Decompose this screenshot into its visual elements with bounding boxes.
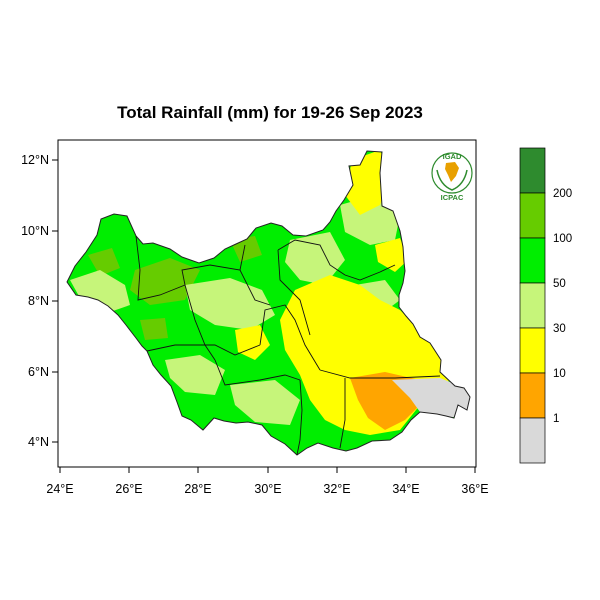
- lat-tick-label: 4°N: [28, 435, 49, 449]
- state-boundary: [339, 378, 346, 449]
- logo-bottom-text: ICPAC: [441, 193, 464, 202]
- map-title: Total Rainfall (mm) for 19-26 Sep 2023: [117, 103, 423, 122]
- legend-label: 100: [553, 233, 572, 245]
- lon-tick-label: 24°E: [46, 482, 73, 496]
- africa-map-icon: [445, 162, 459, 182]
- legend-label: 10: [553, 368, 566, 380]
- logo-top-text: IGAD: [443, 152, 462, 161]
- state-boundary: [135, 235, 186, 301]
- legend-label: 1: [553, 413, 559, 425]
- legend-label: 200: [553, 188, 572, 200]
- legend-label: 50: [553, 278, 566, 290]
- lon-tick-label: 36°E: [461, 482, 488, 496]
- legend-colorbar: 200 100 50 30 10 1: [519, 147, 572, 464]
- state-boundaries: [135, 235, 441, 456]
- legend-swatch: [519, 282, 546, 329]
- legend-swatch: [519, 237, 546, 284]
- lon-tick-label: 28°E: [184, 482, 211, 496]
- rain-patch-30-50: [70, 270, 130, 312]
- state-boundary: [214, 359, 301, 386]
- wreath-icon: [436, 169, 468, 191]
- lon-tick-label: 26°E: [115, 482, 142, 496]
- legend-swatch: [519, 417, 546, 464]
- legend-swatch: [519, 192, 546, 239]
- state-boundary: [239, 244, 246, 271]
- lon-tick-label: 32°E: [323, 482, 350, 496]
- lon-tick-label: 30°E: [254, 482, 281, 496]
- lat-tick-label: 8°N: [28, 294, 49, 308]
- state-boundary: [259, 304, 321, 371]
- state-boundary: [181, 264, 271, 306]
- rain-patch-30-50: [230, 380, 300, 425]
- rain-patch-30-50: [185, 278, 275, 330]
- rain-patch-10-30: [345, 151, 390, 215]
- state-boundary: [319, 369, 441, 379]
- icpac-logo: IGAD ICPAC: [431, 152, 473, 202]
- lon-tick-label: 34°E: [392, 482, 419, 496]
- state-boundary: [296, 379, 303, 456]
- state-boundary: [344, 264, 396, 281]
- rain-patch-100-200: [88, 248, 120, 276]
- rain-patch-30-50: [285, 232, 345, 285]
- lat-tick-label: 10°N: [21, 224, 49, 238]
- legend-swatch: [519, 372, 546, 419]
- state-boundary: [146, 344, 261, 356]
- legend-label: 30: [553, 323, 566, 335]
- plot-frame: [57, 139, 477, 468]
- lat-tick-label: 12°N: [21, 153, 49, 167]
- state-boundary: [277, 239, 346, 276]
- lat-tick-label: 6°N: [28, 365, 49, 379]
- legend-swatch: [519, 147, 546, 194]
- rain-patch-below-1: [392, 378, 470, 418]
- legend-swatch: [519, 327, 546, 374]
- rain-patch-30-50: [165, 355, 225, 395]
- state-boundary: [277, 249, 311, 336]
- state-boundary: [184, 284, 216, 361]
- rain-patch-100-200: [140, 318, 168, 340]
- rain-patch-10-30: [375, 238, 408, 272]
- axis-ticks: [52, 159, 476, 473]
